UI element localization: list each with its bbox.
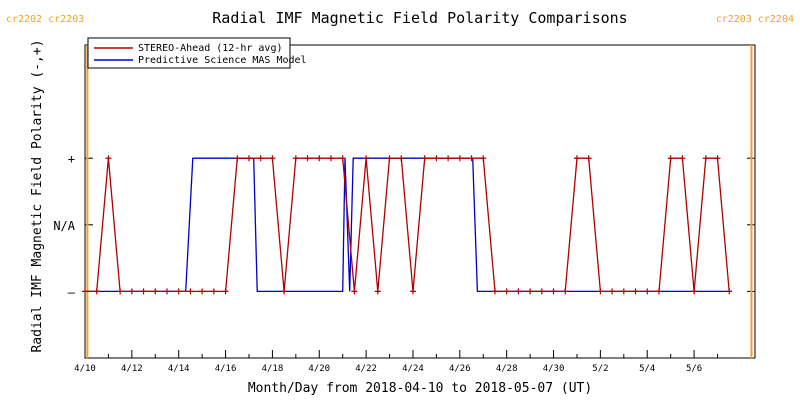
stereo-data-point bbox=[714, 155, 721, 162]
stereo-data-point bbox=[597, 288, 604, 295]
y-tick-label: – bbox=[68, 285, 76, 299]
stereo-data-point bbox=[421, 155, 428, 162]
x-tick-label: 4/10 bbox=[74, 364, 96, 374]
stereo-data-point bbox=[257, 155, 264, 162]
stereo-data-point bbox=[515, 288, 522, 295]
x-tick-label: 5/2 bbox=[592, 364, 608, 374]
legend-box bbox=[87, 37, 291, 69]
stereo-data-point bbox=[503, 288, 510, 295]
stereo-data-point bbox=[491, 288, 498, 295]
plot-frame bbox=[84, 44, 756, 359]
stereo-data-point bbox=[573, 155, 580, 162]
carrington-label: cr2202 cr2203 bbox=[6, 14, 84, 25]
x-tick-label: 4/30 bbox=[543, 364, 565, 374]
legend-label-model: Predictive Science MAS Model bbox=[138, 55, 307, 66]
x-tick-label: 4/20 bbox=[308, 364, 330, 374]
series-model-line bbox=[85, 157, 730, 293]
carrington-labels: cr2202 cr2203 cr2203 cr2204 bbox=[6, 14, 794, 25]
stereo-data-point bbox=[128, 288, 135, 295]
stereo-data-point bbox=[93, 288, 100, 295]
stereo-data-point bbox=[468, 155, 475, 162]
stereo-data-point bbox=[304, 155, 311, 162]
stereo-data-point bbox=[632, 288, 639, 295]
stereo-data-point bbox=[409, 288, 416, 295]
x-axis-ticks: 4/10 4/12 4/14 4/16 4/18 4/20 4/22 4/24 4/26 4/28… bbox=[74, 350, 719, 374]
x-tick-label: 4/12 bbox=[121, 364, 143, 374]
stereo-data-point bbox=[538, 288, 545, 295]
stereo-data-point bbox=[679, 155, 686, 162]
stereo-data-point bbox=[585, 155, 592, 162]
x-tick-label: 4/16 bbox=[215, 364, 237, 374]
stereo-data-point bbox=[117, 288, 124, 295]
y-tick-label: N/A bbox=[53, 219, 75, 233]
stereo-data-point bbox=[691, 288, 698, 295]
stereo-data-point bbox=[281, 288, 288, 295]
stereo-data-point bbox=[398, 155, 405, 162]
stereo-data-point bbox=[351, 288, 358, 295]
y-axis-ticks: + N/A – bbox=[53, 152, 755, 299]
carrington-rotation-lines bbox=[86, 45, 753, 358]
legend-label-stereo: STEREO-Ahead (12-hr avg) bbox=[138, 43, 283, 54]
stereo-data-point bbox=[339, 155, 346, 162]
stereo-data-point bbox=[363, 155, 370, 162]
stereo-data-point bbox=[105, 155, 112, 162]
x-tick-label: 4/18 bbox=[262, 364, 284, 374]
stereo-data-point bbox=[269, 155, 276, 162]
series-stereo-line bbox=[85, 157, 730, 293]
stereo-data-point bbox=[386, 155, 393, 162]
stereo-data-point bbox=[562, 288, 569, 295]
stereo-data-point bbox=[140, 288, 147, 295]
x-tick-label: 5/4 bbox=[639, 364, 655, 374]
stereo-data-point bbox=[667, 155, 674, 162]
x-tick-label: 4/14 bbox=[168, 364, 190, 374]
x-tick-label: 4/24 bbox=[402, 364, 424, 374]
stereo-data-point bbox=[82, 288, 88, 295]
stereo-data-point bbox=[152, 288, 159, 295]
series-stereo-markers bbox=[82, 155, 733, 295]
stereo-data-point bbox=[222, 288, 229, 295]
y-tick-label: + bbox=[68, 152, 75, 166]
x-tick-label: 4/22 bbox=[355, 364, 377, 374]
stereo-data-point bbox=[527, 288, 534, 295]
stereo-data-point bbox=[163, 288, 170, 295]
stereo-data-point bbox=[550, 288, 557, 295]
x-tick-label: 4/26 bbox=[449, 364, 471, 374]
y-axis-label: Radial IMF Magnetic Field Polarity (-,+) bbox=[30, 39, 45, 352]
stereo-data-point bbox=[374, 288, 381, 295]
stereo-data-point bbox=[620, 288, 627, 295]
stereo-data-point bbox=[175, 288, 182, 295]
stereo-data-point bbox=[726, 288, 733, 295]
stereo-data-point bbox=[210, 288, 217, 295]
stereo-data-point bbox=[199, 288, 206, 295]
stereo-data-point bbox=[316, 155, 323, 162]
carrington-label: cr2203 cr2204 bbox=[716, 14, 794, 25]
stereo-data-point bbox=[292, 155, 299, 162]
legend: STEREO-Ahead (12-hr avg) Predictive Scie… bbox=[87, 37, 307, 69]
x-axis-label: Month/Day from 2018-04-10 to 2018-05-07 … bbox=[248, 381, 592, 396]
stereo-data-point bbox=[433, 155, 440, 162]
stereo-data-point bbox=[245, 155, 252, 162]
stereo-data-point bbox=[445, 155, 452, 162]
stereo-data-point bbox=[655, 288, 662, 295]
stereo-data-point bbox=[480, 155, 487, 162]
stereo-data-point bbox=[234, 155, 241, 162]
stereo-data-point bbox=[702, 155, 709, 162]
stereo-data-point bbox=[187, 288, 194, 295]
chart-title: Radial IMF Magnetic Field Polarity Compa… bbox=[212, 9, 627, 27]
x-tick-label: 5/6 bbox=[686, 364, 702, 374]
stereo-data-point bbox=[327, 155, 334, 162]
x-tick-label: 4/28 bbox=[496, 364, 518, 374]
stereo-data-point bbox=[456, 155, 463, 162]
stereo-data-point bbox=[609, 288, 616, 295]
stereo-data-point bbox=[644, 288, 651, 295]
